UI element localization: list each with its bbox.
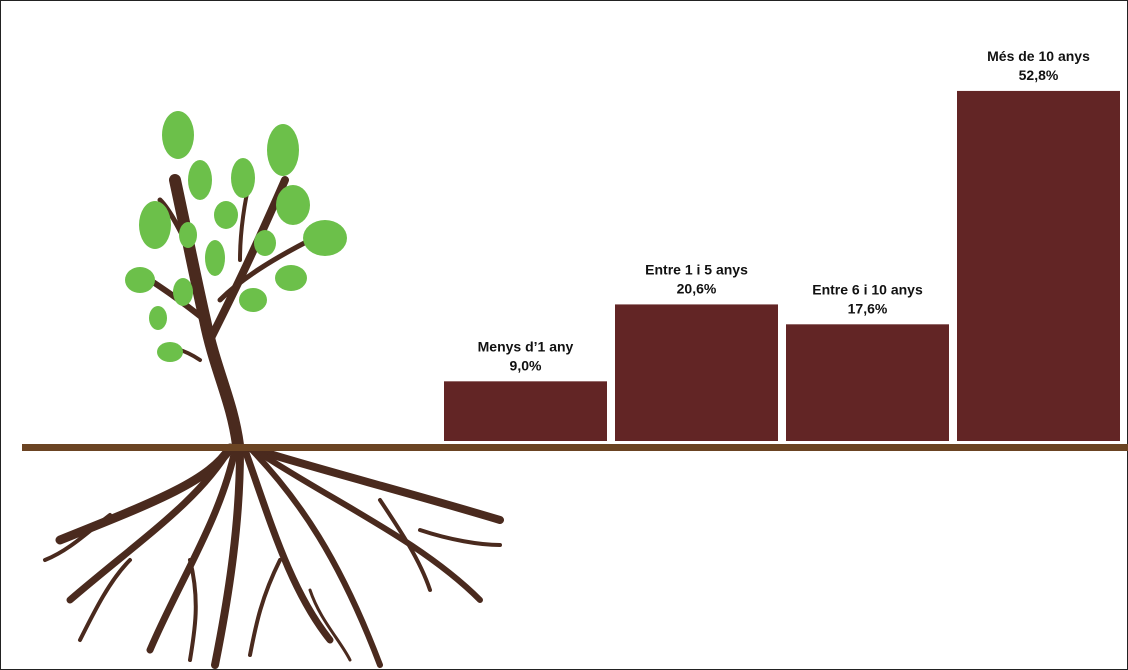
bar [957,90,1120,441]
value-label: 17,6% [848,300,888,316]
tree [43,111,504,669]
leaves [125,111,347,362]
category-label: Entre 6 i 10 anys [812,281,923,297]
value-label: 9,0% [510,357,542,373]
ground-line [22,444,1128,451]
roots [43,443,504,669]
category-label: Més de 10 anys [987,48,1090,64]
bar [786,324,949,441]
category-label: Entre 1 i 5 anys [645,261,748,277]
bar [615,304,778,441]
bar [444,381,607,441]
value-label: 20,6% [677,280,717,296]
value-label: 52,8% [1019,67,1059,83]
category-label: Menys d’1 any [478,338,574,354]
